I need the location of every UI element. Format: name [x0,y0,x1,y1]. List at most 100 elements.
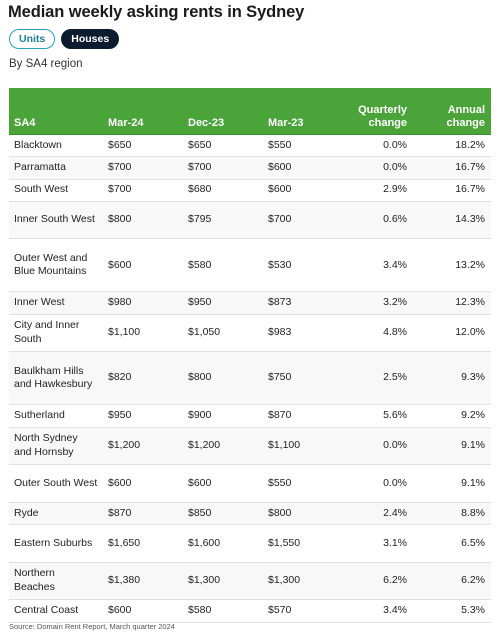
cell-region: Sutherland [9,404,103,428]
houses-toggle-button[interactable]: Houses [61,29,120,49]
cell-annual-change: 12.3% [413,291,491,315]
chart-title: Median weekly asking rents in Sydney [8,3,305,21]
cell-annual-change: 16.7% [413,156,491,180]
cell-mar-24: $1,380 [103,562,183,601]
cell-annual-change: 13.2% [413,238,491,293]
table-row: Ryde $870 $850 $800 2.4% 8.8% [9,502,491,526]
cell-dec-23: $700 [183,156,263,180]
cell-dec-23: $580 [183,238,263,293]
cell-annual-change: 9.1% [413,464,491,503]
cell-quarterly-change: 3.1% [344,524,413,563]
table-row: Northern Beaches $1,380 $1,300 $1,300 6.2% 6.… [9,562,491,601]
cell-mar-24: $700 [103,179,183,202]
cell-mar-23: $800 [263,502,344,526]
cell-mar-23: $1,100 [263,427,344,466]
table-row: North Sydney and Hornsby $1,200 $1,200 $1,1… [9,427,491,466]
cell-quarterly-change: 0.0% [344,156,413,180]
cell-region: Northern Beaches [9,562,103,601]
cell-mar-23: $600 [263,179,344,202]
cell-annual-change: 5.3% [413,599,491,623]
rents-table: SA4 Mar-24 Dec-23 Mar-23 Quarterly chang… [9,88,491,623]
cell-dec-23: $1,600 [183,524,263,563]
cell-quarterly-change: 3.4% [344,238,413,293]
cell-quarterly-change: 0.6% [344,201,413,240]
table-row: Inner West $980 $950 $873 3.2% 12.3% [9,291,491,315]
cell-annual-change: 9.3% [413,351,491,406]
cell-mar-23: $750 [263,351,344,406]
cell-quarterly-change: 3.4% [344,599,413,623]
cell-dec-23: $1,200 [183,427,263,466]
cell-dec-23: $950 [183,291,263,315]
cell-dec-23: $680 [183,179,263,202]
cell-mar-24: $700 [103,156,183,180]
cell-dec-23: $900 [183,404,263,428]
cell-dec-23: $850 [183,502,263,526]
cell-region: Inner South West [9,201,103,240]
cell-region: Ryde [9,502,103,526]
cell-annual-change: 9.2% [413,404,491,428]
table-row: City and Inner South $1,100 $1,050 $983 4.8%… [9,314,491,353]
cell-quarterly-change: 2.4% [344,502,413,526]
cell-region: City and Inner South [9,314,103,353]
cell-mar-24: $600 [103,599,183,623]
cell-region: Inner West [9,291,103,315]
cell-region: South West [9,179,103,202]
table-body: Blacktown $650 $650 $550 0.0% 18.2% Parramatta… [9,134,491,623]
cell-region: Outer South West [9,464,103,503]
cell-mar-24: $1,650 [103,524,183,563]
column-header-sa4: SA4 [9,88,103,135]
cell-mar-24: $980 [103,291,183,315]
cell-quarterly-change: 6.2% [344,562,413,601]
cell-mar-23: $570 [263,599,344,623]
cell-mar-24: $800 [103,201,183,240]
cell-mar-23: $1,300 [263,562,344,601]
cell-dec-23: $600 [183,464,263,503]
cell-mar-23: $983 [263,314,344,353]
cell-quarterly-change: 2.5% [344,351,413,406]
cell-quarterly-change: 0.0% [344,464,413,503]
cell-region: Central Coast [9,599,103,623]
cell-mar-24: $820 [103,351,183,406]
cell-mar-23: $530 [263,238,344,293]
cell-dec-23: $800 [183,351,263,406]
column-header-dec-23: Dec-23 [183,88,263,135]
units-toggle-button[interactable]: Units [9,29,56,49]
cell-annual-change: 18.2% [413,134,491,158]
column-header-mar-23: Mar-23 [263,88,344,135]
table-header-row: SA4 Mar-24 Dec-23 Mar-23 Quarterly chang… [9,88,491,135]
cell-region: Blacktown [9,134,103,158]
cell-mar-23: $1,550 [263,524,344,563]
cell-annual-change: 12.0% [413,314,491,353]
cell-annual-change: 14.3% [413,201,491,240]
cell-annual-change: 16.7% [413,179,491,202]
cell-mar-23: $870 [263,404,344,428]
cell-mar-24: $1,100 [103,314,183,353]
cell-mar-23: $873 [263,291,344,315]
cell-region: North Sydney and Hornsby [9,427,103,466]
cell-mar-24: $600 [103,238,183,293]
chart-subtitle: By SA4 region [9,58,83,70]
table-row: Outer West and Blue Mountains $600 $580 $53… [9,238,491,293]
cell-dec-23: $1,300 [183,562,263,601]
table-row: Baulkham Hills and Hawkesbury $820 $800 $75… [9,351,491,406]
cell-region: Parramatta [9,156,103,180]
column-header-mar-24: Mar-24 [103,88,183,135]
cell-region: Eastern Suburbs [9,524,103,563]
cell-mar-23: $700 [263,201,344,240]
table-row: Inner South West $800 $795 $700 0.6% 14.3% [9,201,491,240]
cell-mar-23: $550 [263,464,344,503]
cell-mar-23: $600 [263,156,344,180]
cell-quarterly-change: 3.2% [344,291,413,315]
cell-mar-24: $650 [103,134,183,158]
cell-dec-23: $1,050 [183,314,263,353]
cell-annual-change: 9.1% [413,427,491,466]
cell-quarterly-change: 0.0% [344,427,413,466]
cell-quarterly-change: 0.0% [344,134,413,158]
cell-annual-change: 8.8% [413,502,491,526]
cell-region: Baulkham Hills and Hawkesbury [9,351,103,406]
cell-dec-23: $650 [183,134,263,158]
table-row: Parramatta $700 $700 $600 0.0% 16.7% [9,156,491,180]
table-row: South West $700 $680 $600 2.9% 16.7% [9,179,491,202]
table-row: Eastern Suburbs $1,650 $1,600 $1,550 3.1% 6.5… [9,524,491,563]
cell-quarterly-change: 4.8% [344,314,413,353]
